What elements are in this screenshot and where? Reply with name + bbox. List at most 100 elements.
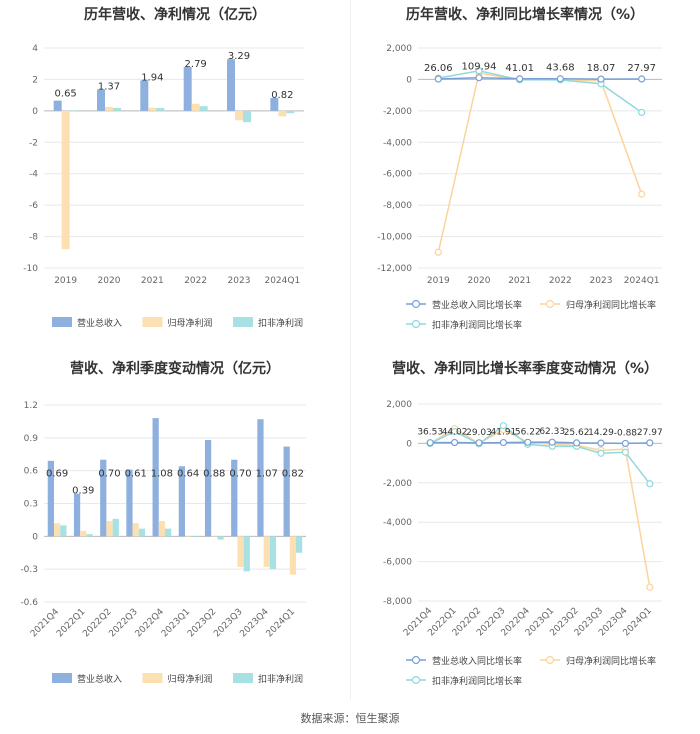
data-source: 数据来源：恒生聚源	[300, 712, 400, 725]
data-label: 41.01	[505, 63, 534, 74]
series-point-0	[621, 439, 629, 448]
bar-net-profit	[105, 106, 113, 111]
x-tick-label: 2023	[228, 276, 251, 286]
legend-label: 归母净利润	[168, 673, 213, 685]
y-tick-label: 0.9	[24, 434, 39, 444]
data-label: 25.62	[564, 428, 590, 438]
bar-deducted-profit	[60, 525, 67, 537]
bar-deducted-profit	[112, 518, 119, 537]
data-label: 26.06	[424, 63, 453, 74]
data-label: 44.02	[442, 428, 468, 438]
bar-revenue	[204, 440, 212, 537]
bar-net-profit	[61, 110, 70, 250]
series-point-0	[516, 75, 524, 83]
x-tick-label: 2020	[98, 276, 121, 286]
data-label: 0.64	[177, 468, 199, 479]
series-point-0	[597, 75, 605, 83]
legend-label: 营业总收入	[77, 317, 122, 329]
series-point-2	[475, 67, 483, 75]
series-point-0	[638, 75, 646, 83]
bar-revenue	[231, 459, 238, 537]
legend-marker	[545, 299, 555, 309]
bar-deducted-profit	[138, 528, 146, 537]
legend-swatch	[142, 317, 163, 327]
y-tick-label: -0.6	[20, 598, 38, 608]
bar-revenue	[73, 493, 81, 537]
quarterly-growth-rate-chart: 营收、净利同比增长率季度变动情况（%） 2,000 0 -2,000 -4,000 -6…	[350, 350, 700, 700]
quarterly-line-chart-svg: 2,0000-2,000-4,000-6,000-8,00036.532021Q…	[383, 400, 663, 687]
data-label: 56.22	[515, 427, 541, 437]
y-tick-label: -4,000	[383, 518, 412, 528]
legend-label: 归母净利润	[168, 317, 213, 329]
x-tick-label: 2022	[549, 276, 572, 286]
bar-net-profit	[106, 521, 113, 537]
bar-net-profit	[132, 523, 139, 537]
legend-swatch	[142, 673, 163, 683]
series-point-0	[475, 74, 483, 82]
series-line-2	[429, 424, 651, 485]
bar-deducted-profit	[113, 108, 121, 111]
data-label: 14.29	[588, 428, 614, 438]
x-tick-label: 2021	[508, 276, 531, 286]
legend-label: 扣非净利润	[258, 673, 303, 685]
legend-swatch	[52, 317, 72, 327]
bar-revenue	[183, 67, 192, 111]
data-label: 0.70	[229, 468, 251, 479]
data-label: 43.68	[546, 63, 575, 74]
series-point-1	[646, 583, 654, 591]
data-label: 0.70	[98, 468, 120, 479]
bar-deducted-profit	[69, 110, 78, 112]
legend-swatch	[233, 317, 253, 327]
data-label: 1.08	[151, 468, 173, 479]
legend-label: 营业总收入	[77, 673, 122, 685]
series-point-2	[621, 448, 629, 456]
series-line-1	[437, 72, 643, 253]
y-tick-label: -2,000	[383, 479, 412, 489]
bar-revenue	[152, 418, 159, 537]
x-tick-label: 2024Q1	[265, 607, 297, 639]
bar-deducted-profit	[156, 108, 165, 111]
y-tick-label: 4	[32, 44, 38, 54]
x-tick-label: 2024Q1	[264, 276, 300, 286]
bar-net-profit	[53, 523, 61, 537]
series-point-0	[573, 439, 581, 447]
bar-net-profit	[237, 536, 244, 567]
annual-growth-rate-chart: 历年营收、净利同比增长率情况（%） 2,000 0 -2,000 -4,000 -6,0…	[350, 0, 700, 350]
series-point-2	[646, 480, 654, 488]
y-tick-label: -4	[29, 170, 38, 180]
y-tick-label: -2,000	[383, 107, 412, 117]
legend-label: 扣非净利润同比增长率	[432, 675, 522, 687]
bar-deducted-profit	[86, 534, 93, 537]
legend-label: 营业总收入同比增长率	[432, 655, 522, 667]
data-label: 0.65	[55, 89, 77, 100]
y-tick-label: -6,000	[383, 170, 412, 180]
bar-revenue	[270, 97, 279, 111]
bar-revenue	[53, 100, 62, 111]
bar-revenue	[97, 89, 105, 111]
x-tick-label: 2022	[184, 276, 207, 286]
data-label: 62.33	[539, 427, 565, 437]
bar-deducted-profit	[286, 110, 295, 114]
bar-revenue	[100, 459, 107, 537]
data-label: 41.91	[491, 428, 517, 438]
series-point-2	[638, 108, 646, 117]
legend-label: 扣非净利润	[258, 317, 303, 329]
series-point-0	[426, 439, 434, 447]
y-tick-label: 0.3	[24, 500, 38, 510]
y-tick-label: 0	[406, 439, 412, 449]
bar-net-profit	[235, 110, 243, 121]
x-tick-label: 2021	[141, 276, 164, 286]
y-tick-label: 0	[32, 532, 38, 542]
data-label: 1.94	[141, 72, 163, 83]
bar-deducted-profit	[165, 528, 172, 537]
bar-net-profit	[278, 110, 287, 117]
series-point-0	[524, 438, 532, 446]
data-label: 27.97	[627, 63, 656, 74]
series-point-2	[597, 449, 605, 457]
bar-deducted-profit	[191, 536, 198, 537]
series-point-2	[499, 422, 507, 430]
y-tick-label: 2	[32, 75, 38, 85]
series-point-2	[450, 427, 459, 436]
y-tick-label: 2,000	[386, 400, 412, 410]
data-label: 27.97	[637, 428, 663, 438]
